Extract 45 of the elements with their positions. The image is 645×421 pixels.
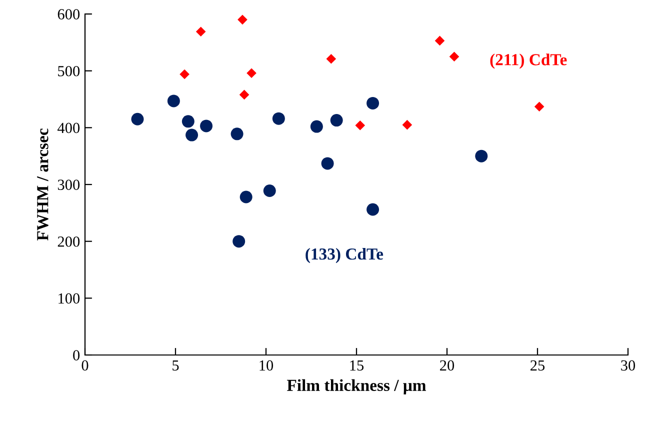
point [263,184,276,197]
x-tick-label: 20 [440,360,454,371]
point [131,112,144,126]
x-axis-title: Film thickness / μm [287,379,426,394]
series-label: (211) CdTe [490,54,567,69]
point [434,36,445,46]
point [534,102,544,112]
x-tick-label: 30 [621,360,636,371]
y-tick-label: 0 [73,350,80,360]
point [167,94,180,108]
x-tick-label: 10 [260,360,274,371]
y-tick-label: 200 [58,236,80,247]
y-tick-label: 300 [58,180,80,190]
point [321,157,334,170]
y-tick-label: 500 [58,66,80,76]
y-tick-label: 600 [58,9,80,20]
point [326,54,336,64]
x-tick-label: 15 [350,360,364,371]
y-tick-label: 100 [58,293,80,304]
point [246,68,256,78]
point [232,235,246,248]
point [240,190,252,204]
x-tick-label: 25 [530,360,545,371]
point [180,69,190,80]
point [230,128,244,140]
point [310,120,323,133]
point [366,203,380,216]
point [238,14,248,25]
point [475,150,488,162]
y-axis-title: FWHM / arcsec [37,128,48,241]
point [355,120,366,130]
point [330,114,343,127]
point [182,115,194,128]
point [186,128,198,142]
point [272,112,285,125]
point [200,120,213,132]
x-tick-label: 0 [82,360,88,371]
y-tick-label: 400 [58,122,80,134]
x-tick-label: 5 [172,360,179,371]
point [366,96,380,110]
text: (133) CdTe [306,248,384,264]
point [196,26,206,37]
point [239,90,250,100]
point [402,120,412,130]
point [449,52,460,62]
